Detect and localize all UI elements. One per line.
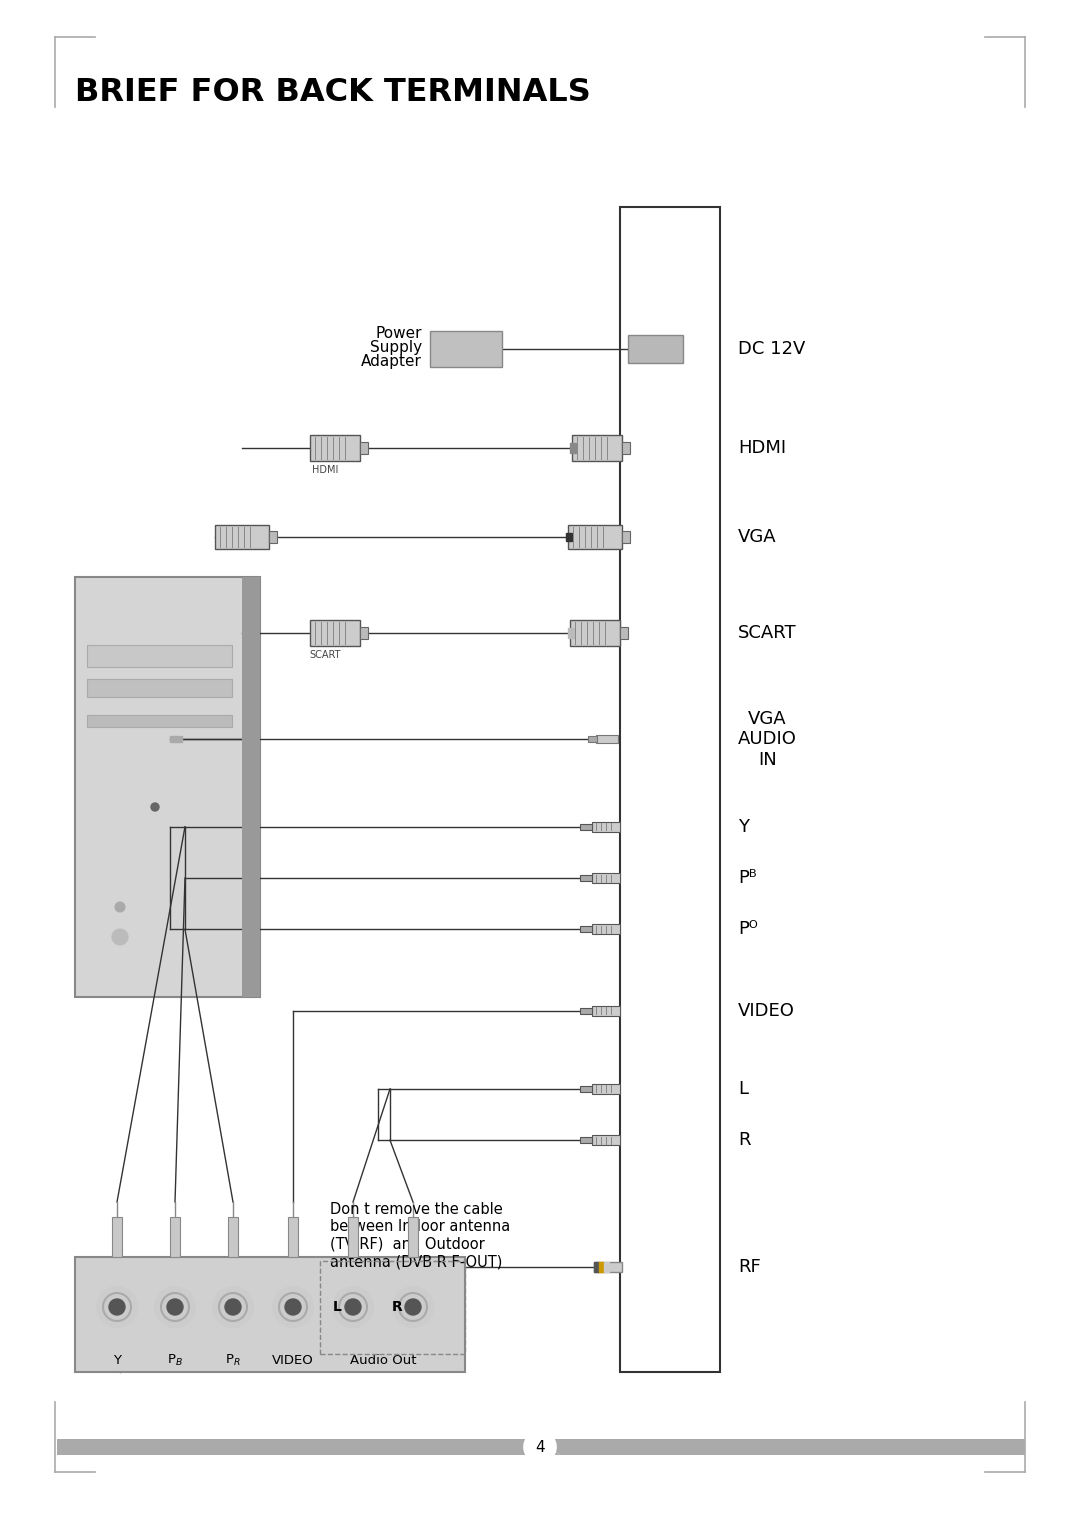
Bar — [594, 1263, 622, 1272]
Circle shape — [109, 1299, 125, 1315]
Text: Supply: Supply — [369, 339, 422, 354]
Bar — [592, 1006, 620, 1015]
Bar — [360, 443, 368, 454]
Polygon shape — [540, 1438, 1025, 1455]
Bar — [622, 443, 630, 454]
Bar — [572, 435, 622, 461]
Text: VGA
AUDIO
IN: VGA AUDIO IN — [738, 710, 797, 770]
Text: DC 12V: DC 12V — [738, 341, 806, 359]
Bar — [580, 927, 592, 933]
Circle shape — [273, 1287, 313, 1327]
Text: HDMI: HDMI — [312, 466, 338, 475]
Circle shape — [225, 1299, 241, 1315]
Circle shape — [114, 902, 125, 912]
Bar — [87, 644, 232, 667]
Bar — [215, 525, 269, 548]
Text: Power: Power — [376, 325, 422, 341]
Bar — [580, 823, 592, 829]
Bar — [592, 1135, 620, 1145]
Text: P$_B$: P$_B$ — [167, 1353, 183, 1368]
Bar — [430, 331, 502, 366]
Circle shape — [213, 1287, 253, 1327]
Bar — [580, 1008, 592, 1014]
Text: VIDEO: VIDEO — [272, 1353, 314, 1367]
Bar — [320, 1261, 465, 1354]
Bar — [596, 736, 618, 744]
Bar — [87, 680, 232, 696]
Text: Y: Y — [738, 818, 750, 835]
Bar — [408, 1217, 418, 1257]
Bar — [570, 443, 576, 454]
Bar — [592, 822, 620, 832]
Bar — [620, 208, 720, 1371]
Bar — [112, 1217, 122, 1257]
Bar — [566, 533, 572, 541]
Text: L: L — [738, 1080, 748, 1098]
Bar — [242, 577, 260, 997]
Text: Audio Out: Audio Out — [350, 1353, 416, 1367]
Bar — [228, 1217, 238, 1257]
Text: VGA: VGA — [738, 528, 777, 545]
Text: Y: Y — [113, 1353, 121, 1367]
Bar — [75, 577, 260, 997]
Circle shape — [333, 1287, 373, 1327]
Bar — [580, 1086, 592, 1092]
Text: Adapter: Adapter — [361, 354, 422, 368]
Bar — [310, 435, 360, 461]
Bar — [310, 620, 360, 646]
Polygon shape — [57, 1438, 561, 1455]
Bar — [580, 875, 592, 881]
Text: Pᴮ: Pᴮ — [738, 869, 757, 887]
Circle shape — [345, 1299, 361, 1315]
Text: L: L — [333, 1299, 341, 1315]
Text: Pᴼ: Pᴼ — [738, 921, 758, 938]
Circle shape — [405, 1299, 421, 1315]
Bar — [592, 1084, 620, 1093]
Text: HDMI: HDMI — [738, 440, 786, 457]
Bar — [568, 629, 573, 638]
Bar — [594, 1263, 599, 1272]
Bar — [588, 736, 597, 742]
Circle shape — [112, 928, 129, 945]
Bar — [269, 531, 276, 542]
Circle shape — [97, 1287, 137, 1327]
Bar — [592, 873, 620, 883]
Text: Don t remove the cable
between Indoor antenna
(TV RF)  and Outdoor
antenna (DVB : Don t remove the cable between Indoor an… — [330, 1202, 510, 1269]
Circle shape — [524, 1431, 556, 1463]
Bar — [288, 1217, 298, 1257]
Bar — [599, 1263, 604, 1272]
Bar — [620, 628, 627, 640]
Bar — [75, 1257, 465, 1371]
Text: 4: 4 — [536, 1440, 544, 1455]
Bar — [348, 1217, 357, 1257]
Bar — [570, 620, 620, 646]
Bar — [580, 1138, 592, 1144]
Bar — [87, 715, 232, 727]
Text: RF: RF — [738, 1258, 760, 1277]
Circle shape — [393, 1287, 433, 1327]
Text: P$_R$: P$_R$ — [225, 1353, 241, 1368]
Bar — [568, 525, 622, 548]
Circle shape — [156, 1287, 195, 1327]
Bar — [170, 1217, 180, 1257]
Bar — [360, 628, 368, 640]
Circle shape — [167, 1299, 183, 1315]
Text: R: R — [738, 1132, 751, 1150]
Bar — [604, 1263, 609, 1272]
Text: BRIEF FOR BACK TERMINALS: BRIEF FOR BACK TERMINALS — [75, 76, 591, 108]
Bar — [622, 531, 630, 542]
Text: R: R — [392, 1299, 403, 1315]
Circle shape — [151, 803, 159, 811]
Bar — [627, 334, 683, 363]
Text: SCART: SCART — [309, 651, 341, 660]
Text: SCART: SCART — [738, 625, 797, 643]
Circle shape — [285, 1299, 301, 1315]
Text: VIDEO: VIDEO — [738, 1002, 795, 1020]
Bar — [170, 736, 183, 742]
Bar — [592, 924, 620, 935]
